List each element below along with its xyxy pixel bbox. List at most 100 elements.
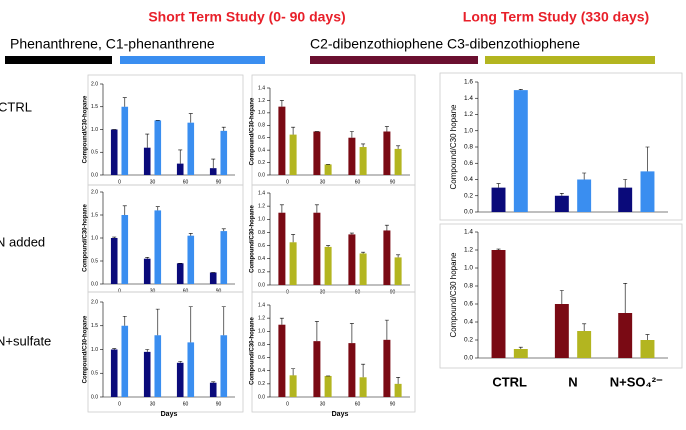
- error-bar: [188, 113, 193, 123]
- bar: [143, 351, 151, 397]
- bar: [121, 325, 129, 397]
- heading: Short Term Study (0- 90 days): [148, 9, 345, 25]
- error-bar: [155, 206, 160, 211]
- x-tick-label: 90: [216, 401, 222, 407]
- bar: [618, 187, 633, 212]
- bar: [187, 122, 195, 175]
- y-axis-label: Compound/C30-hopane: [250, 205, 256, 273]
- bar: [176, 263, 184, 284]
- error-bar: [326, 245, 331, 247]
- x-tick-label: 90: [216, 288, 222, 294]
- error-bar: [279, 317, 284, 325]
- chart-frame: [251, 291, 416, 413]
- bar: [187, 235, 195, 284]
- error-bar: [518, 89, 523, 91]
- y-tick-label: 0.8: [464, 144, 473, 151]
- bar: [359, 147, 367, 175]
- bar: [110, 349, 118, 397]
- legend-swatch: [485, 56, 655, 64]
- legend-swatch: [120, 56, 265, 64]
- bar: [289, 134, 297, 175]
- y-tick-label: 0.0: [91, 172, 98, 178]
- bar: [618, 313, 633, 358]
- error-bar: [396, 376, 401, 384]
- error-bar: [211, 381, 216, 383]
- y-tick-label: 0.2: [258, 269, 265, 275]
- legend-swatch: [310, 56, 478, 64]
- y-tick-label: 0.0: [258, 282, 265, 288]
- bar: [278, 324, 286, 397]
- y-axis-label: Compound/C30-hopane: [83, 204, 89, 272]
- y-tick-label: 0.6: [258, 135, 265, 141]
- bar: [394, 383, 402, 397]
- y-tick-label: 0.8: [258, 342, 265, 348]
- y-tick-label: 0.6: [464, 160, 473, 167]
- x-tick-label: 90: [390, 401, 396, 407]
- error-bar: [623, 179, 628, 188]
- bar: [313, 131, 321, 175]
- x-tick-label: 0: [118, 288, 121, 294]
- row-label: N added: [0, 234, 45, 249]
- y-tick-label: 1.0: [464, 265, 473, 272]
- chart-frame: [439, 223, 683, 369]
- bar: [577, 179, 592, 212]
- error-bar: [291, 368, 296, 376]
- x-tick-label: 0: [286, 401, 289, 407]
- y-tick-label: 0.6: [464, 301, 473, 308]
- y-tick-label: 0.6: [258, 243, 265, 249]
- x-tick-label: 60: [183, 179, 189, 185]
- error-bar: [496, 183, 501, 188]
- error-bar: [122, 97, 127, 107]
- y-tick-label: 0.5: [91, 371, 98, 377]
- heading: Long Term Study (330 days): [463, 9, 649, 25]
- bar: [491, 250, 506, 358]
- error-bar: [361, 143, 366, 148]
- bar: [143, 258, 151, 284]
- y-tick-label: 1.2: [258, 315, 265, 321]
- y-tick-label: 0.0: [91, 281, 98, 287]
- x-tick-label: N+SO₄²⁻: [610, 374, 663, 389]
- y-tick-label: 0.0: [91, 394, 98, 400]
- y-tick-label: 1.5: [91, 104, 98, 110]
- y-tick-label: 0.0: [258, 394, 265, 400]
- error-bar: [384, 319, 389, 340]
- legend-text: C2-dibenzothiophene C3-dibenzothiophene: [310, 36, 580, 52]
- y-tick-label: 0.4: [464, 319, 473, 326]
- y-tick-label: 0.4: [258, 256, 265, 262]
- bar: [154, 335, 162, 397]
- bar: [348, 343, 356, 397]
- error-bar: [112, 236, 117, 238]
- error-bar: [361, 251, 366, 254]
- x-tick-label: 90: [390, 179, 396, 185]
- bar: [209, 168, 217, 175]
- error-bar: [211, 158, 216, 169]
- y-tick-label: 1.4: [464, 229, 473, 236]
- bar: [394, 257, 402, 285]
- y-tick-label: 0.2: [464, 192, 473, 199]
- y-tick-label: 2.0: [91, 299, 98, 305]
- y-tick-label: 0.2: [464, 337, 473, 344]
- y-tick-label: 0.8: [258, 230, 265, 236]
- error-bar: [396, 254, 401, 258]
- y-tick-label: 1.0: [258, 217, 265, 223]
- bar: [121, 106, 129, 175]
- error-bar: [178, 361, 183, 363]
- x-axis-label: Days: [161, 411, 178, 418]
- bar: [554, 195, 569, 212]
- bar: [348, 137, 356, 175]
- error-bar: [221, 306, 226, 336]
- x-tick-label: 30: [150, 288, 156, 294]
- y-tick-label: 1.2: [258, 203, 265, 209]
- bar: [359, 253, 367, 285]
- error-bar: [122, 315, 127, 326]
- y-tick-label: 0.2: [258, 160, 265, 166]
- x-tick-label: 30: [320, 179, 326, 185]
- bar: [121, 215, 129, 284]
- error-bar: [496, 248, 501, 250]
- y-tick-label: 1.0: [258, 329, 265, 335]
- bar: [154, 120, 162, 175]
- bar: [640, 340, 655, 358]
- bar: [348, 234, 356, 285]
- x-tick-label: 60: [355, 401, 361, 407]
- bar: [220, 130, 228, 175]
